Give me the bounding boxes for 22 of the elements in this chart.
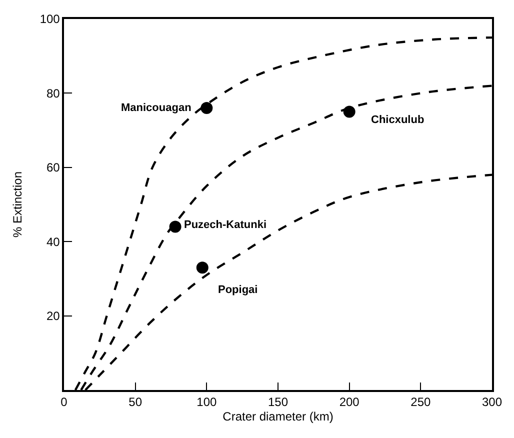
annotation: Chicxulub	[371, 114, 424, 126]
y-tick-label: 80	[46, 86, 60, 100]
point	[343, 106, 356, 118]
y-tick-label: 40	[46, 234, 60, 249]
x-tick-label: 200	[339, 395, 360, 410]
x-tick-label: 300	[482, 395, 502, 410]
point	[196, 262, 208, 274]
y-tick-label: 60	[46, 160, 60, 175]
point	[169, 220, 182, 233]
x-tick-label: 100	[196, 395, 217, 410]
point	[200, 102, 213, 114]
annotation: Popigai	[218, 284, 258, 296]
x-tick-label: 0	[60, 395, 68, 410]
y-tick-label: 20	[46, 309, 60, 323]
y-axis-title: % Extinction	[10, 171, 25, 238]
annotation: Manicouagan	[121, 102, 192, 114]
x-tick-label: 50	[128, 395, 142, 410]
x-tick-label: 150	[268, 395, 288, 410]
y-tick-label: 100	[40, 12, 60, 26]
x-tick-label: 250	[410, 395, 431, 410]
x-axis-title: Crater diameter (km)	[222, 410, 334, 424]
annotation: Puzech-Katunki	[184, 219, 267, 231]
